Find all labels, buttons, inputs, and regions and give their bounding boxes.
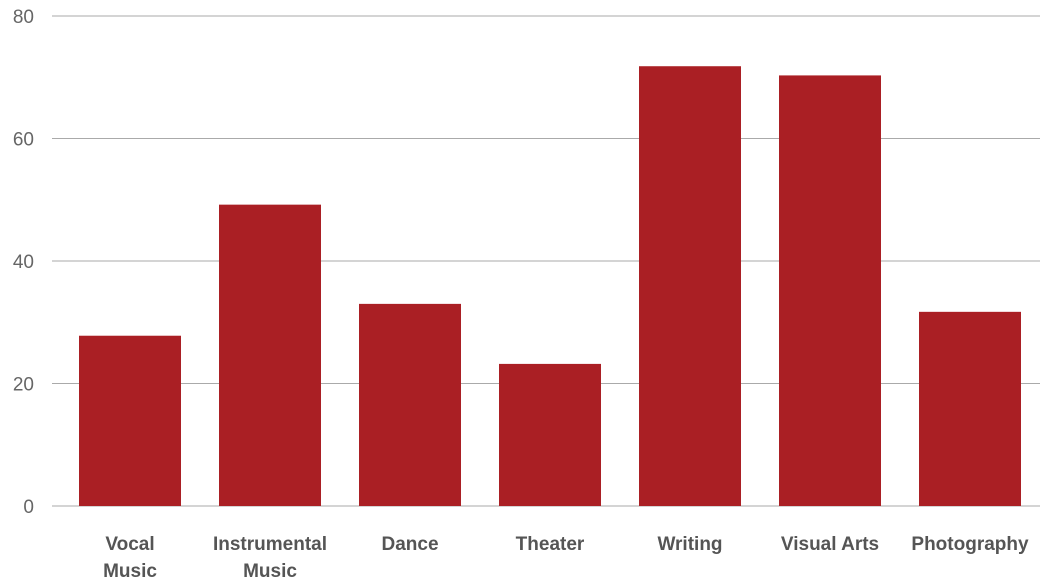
y-tick-label: 20 <box>13 375 34 396</box>
y-tick-label: 0 <box>23 497 34 518</box>
y-tick-label: 80 <box>13 7 34 28</box>
bars <box>79 66 1021 506</box>
x-tick-label: Writing <box>657 534 722 555</box>
y-tick-label: 60 <box>13 130 34 151</box>
x-tick-label: Photography <box>911 534 1029 555</box>
y-axis-ticks: 0 20 40 60 80 <box>13 7 34 518</box>
bar <box>639 66 741 506</box>
x-tick-label-line: Music <box>103 561 157 582</box>
y-tick-label: 40 <box>13 252 34 273</box>
x-tick-label-line: Instrumental <box>213 534 327 555</box>
x-tick-label: Theater <box>516 534 585 555</box>
bar <box>919 311 1021 506</box>
x-tick-label-line: Music <box>243 561 297 582</box>
x-tick-label: Dance <box>381 534 438 555</box>
bar <box>219 204 321 506</box>
bar <box>79 335 181 506</box>
x-tick-label-line: Visual Arts <box>781 534 879 555</box>
x-tick-label: Instrumental Music <box>213 534 327 582</box>
x-tick-label-line: Dance <box>381 534 438 555</box>
x-tick-label-line: Writing <box>657 534 722 555</box>
bar <box>499 363 601 506</box>
x-tick-label: Visual Arts <box>781 534 879 555</box>
x-axis-labels: Vocal Music Instrumental Music Dance Theater W… <box>103 534 1029 582</box>
x-tick-label-line: Vocal <box>105 534 154 555</box>
bar <box>359 303 461 506</box>
x-tick-label-line: Photography <box>911 534 1029 555</box>
bar <box>779 75 881 506</box>
x-tick-label: Vocal Music <box>103 534 157 582</box>
x-tick-label-line: Theater <box>516 534 585 555</box>
